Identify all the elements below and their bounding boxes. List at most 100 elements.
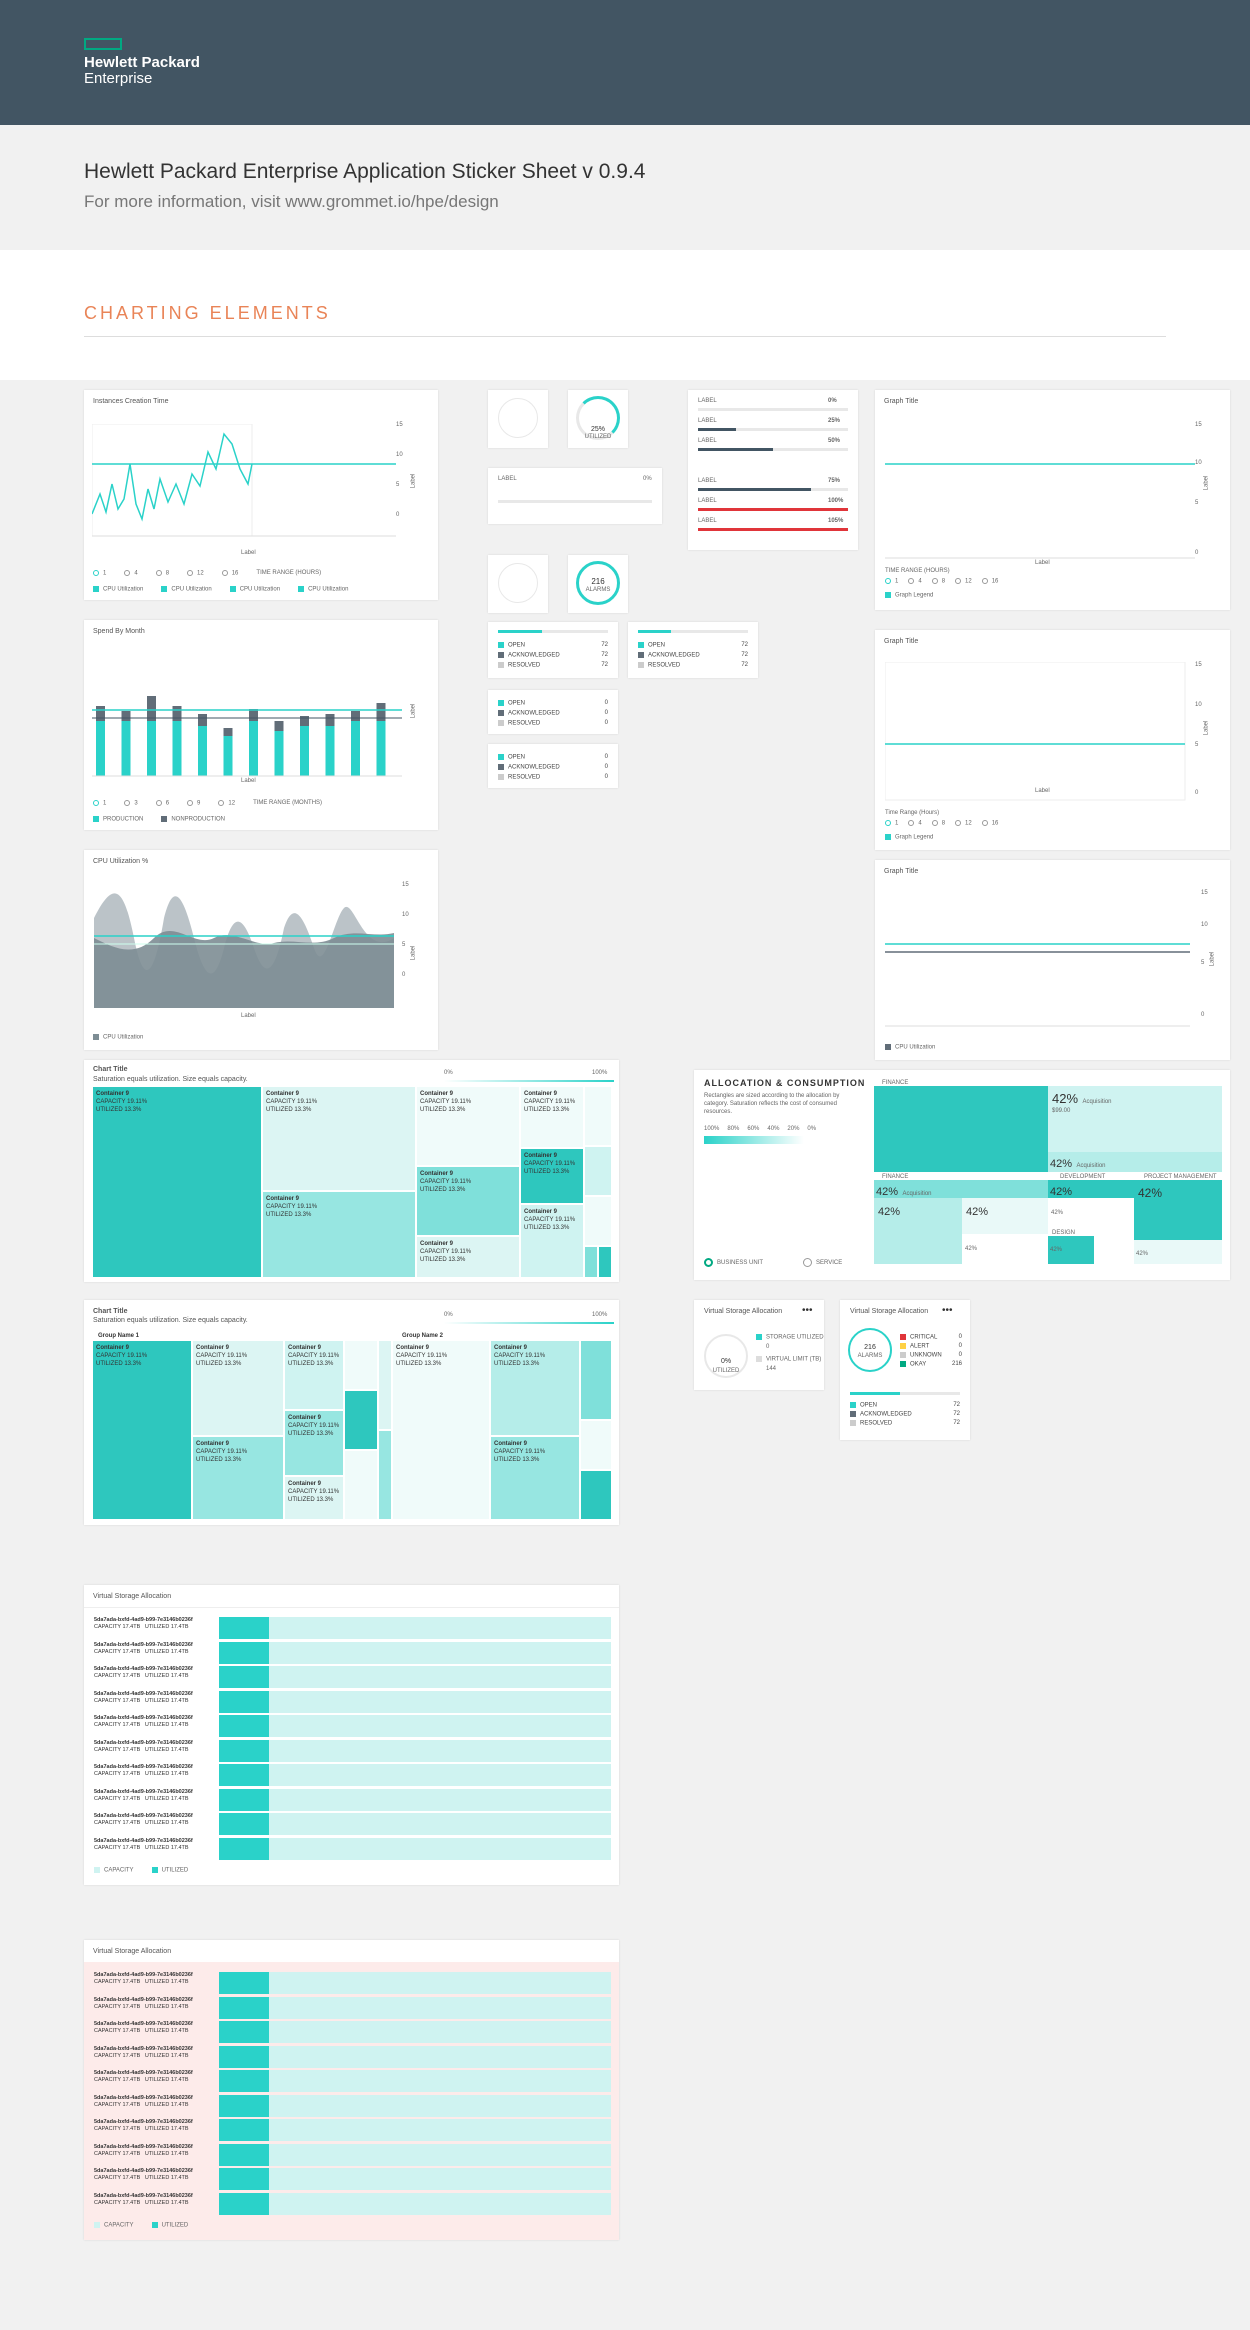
treemap-cell[interactable]: Container 9 CAPACITY 19.11% UTILIZED 13.3% (520, 1148, 584, 1204)
list-item[interactable]: 5da7ada-bxfd-4ad9-b99-7e3146b0236f CAPACI… (94, 1739, 193, 1753)
radio-service[interactable]: SERVICE (803, 1258, 842, 1267)
range-option[interactable]: 4 (908, 820, 922, 827)
list-item[interactable]: 5da7ada-bxfd-4ad9-b99-7e3146b0236f CAPACI… (94, 1972, 193, 1985)
range-option[interactable]: 12 (955, 578, 972, 585)
treemap-cell[interactable] (584, 1196, 612, 1246)
range-option[interactable]: 1 (885, 578, 898, 585)
treemap-cell[interactable]: Container 9 CAPACITY 19.11% UTILIZED 13.3% (284, 1340, 344, 1410)
radio-business-unit[interactable]: BUSINESS UNIT (704, 1258, 763, 1267)
status-row[interactable]: ACKNOWLEDGED 72 (498, 652, 608, 659)
list-item[interactable]: 5da7ada-bxfd-4ad9-b99-7e3146b0236f CAPACI… (94, 1617, 193, 1630)
range-option[interactable]: 8 (931, 578, 945, 585)
range-option[interactable]: 16 (221, 570, 238, 577)
range-option[interactable]: 12 (218, 800, 235, 807)
list-item[interactable]: 5da7ada-bxfd-4ad9-b99-7e3146b0236f CAPACI… (94, 2070, 193, 2083)
status-row[interactable]: ACKNOWLEDGED 0 (498, 710, 608, 717)
range-option[interactable]: 9 (187, 800, 200, 807)
range-option[interactable]: 12 (187, 570, 204, 577)
status-row[interactable]: ACKNOWLEDGED 72 (638, 652, 748, 659)
treemap-cell[interactable]: Container 9 CAPACITY 19.11% UTILIZED 13.3% (284, 1476, 344, 1520)
list-item[interactable]: 5da7ada-bxfd-4ad9-b99-7e3146b0236f CAPACI… (94, 1715, 193, 1728)
treemap-cell[interactable]: Container 9 CAPACITY 19.11% UTILIZED 13.3% (416, 1166, 520, 1236)
list-item[interactable]: 5da7ada-bxfd-4ad9-b99-7e3146b0236f CAPACI… (94, 2119, 193, 2132)
page-subtitle[interactable]: For more information, visit www.grommet.… (84, 192, 499, 211)
y-tick: 15 (402, 882, 409, 888)
range-option[interactable]: 4 (908, 578, 922, 585)
treemap-cell[interactable]: Container 9 CAPACITY 19.11% UTILIZED 13.3% (520, 1204, 584, 1278)
list-item[interactable]: 5da7ada-bxfd-4ad9-b99-7e3146b0236f CAPACI… (94, 1996, 193, 2010)
treemap-cell[interactable] (584, 1086, 612, 1146)
treemap-cell[interactable] (584, 1146, 612, 1196)
treemap-cell[interactable]: Container 9 CAPACITY 19.11% UTILIZED 13.3% (284, 1410, 344, 1476)
treemap-cell[interactable] (580, 1340, 612, 1420)
range-option[interactable]: 16 (981, 820, 998, 827)
range-option[interactable]: 1 (93, 570, 106, 577)
treemap-cell[interactable]: Container 9 CAPACITY 19.11% UTILIZED 13.3% (490, 1436, 580, 1520)
more-icon[interactable]: ••• (942, 1305, 953, 1316)
scale-min: 0% (444, 1070, 453, 1076)
group-by-radios[interactable]: BUSINESS UNIT SERVICE (704, 1258, 842, 1267)
treemap-cell[interactable] (584, 1246, 598, 1278)
range-option[interactable]: 1 (93, 800, 106, 807)
range-option[interactable]: 4 (124, 570, 138, 577)
treemap-cell[interactable] (344, 1390, 378, 1450)
status-row[interactable]: RESOLVED 0 (498, 774, 608, 781)
list-item[interactable]: 5da7ada-bxfd-4ad9-b99-7e3146b0236f CAPACI… (94, 2143, 193, 2157)
time-range-selector[interactable]: 1 4 8 12 16 (885, 578, 998, 585)
treemap-cell[interactable] (598, 1246, 612, 1278)
treemap-cell[interactable]: Container 9 CAPACITY 19.11% UTILIZED 13.3% (192, 1436, 284, 1520)
treemap-cell[interactable]: Container 9 CAPACITY 19.11% UTILIZED 13.3% (416, 1086, 520, 1166)
range-option[interactable]: 16 (981, 578, 998, 585)
list-item[interactable]: 5da7ada-bxfd-4ad9-b99-7e3146b0236f CAPACI… (94, 2168, 193, 2181)
treemap-cell[interactable]: Container 9 CAPACITY 19.11% UTILIZED 13.3% (490, 1340, 580, 1436)
range-option[interactable]: 1 (885, 820, 898, 827)
time-range-selector[interactable]: 1 4 8 12 16 TIME RANGE (HOURS) (93, 570, 321, 577)
meter-label: LABEL (498, 476, 517, 482)
treemap-cell[interactable]: Container 9 CAPACITY 19.11% UTILIZED 13.3% (192, 1340, 284, 1436)
list-item[interactable]: 5da7ada-bxfd-4ad9-b99-7e3146b0236f CAPACI… (94, 1837, 193, 1851)
list-legend: CAPACITY UTILIZED (94, 2222, 188, 2229)
list-item[interactable]: 5da7ada-bxfd-4ad9-b99-7e3146b0236f CAPACI… (94, 2094, 193, 2108)
treemap-cell[interactable] (580, 1420, 612, 1470)
treemap-cell[interactable] (580, 1470, 612, 1520)
range-option[interactable]: 6 (155, 800, 169, 807)
status-row[interactable]: RESOLVED 0 (498, 720, 608, 727)
treemap-cell[interactable] (378, 1430, 392, 1520)
status-row[interactable]: OPEN 0 (498, 754, 608, 761)
range-option[interactable]: 3 (124, 800, 138, 807)
hpe-logo[interactable]: Hewlett Packard Enterprise (84, 55, 200, 87)
treemap-cell[interactable]: Container 9 CAPACITY 19.11% UTILIZED 13.3% (92, 1086, 262, 1278)
treemap-cell[interactable]: Container 9 CAPACITY 19.11% UTILIZED 13.3% (92, 1340, 192, 1520)
status-row[interactable]: OPEN 72 (498, 642, 608, 649)
treemap-cell[interactable] (344, 1450, 378, 1520)
list-item[interactable]: 5da7ada-bxfd-4ad9-b99-7e3146b0236f CAPACI… (94, 1813, 193, 1826)
more-icon[interactable]: ••• (802, 1305, 813, 1316)
range-option[interactable]: 8 (931, 820, 945, 827)
range-option[interactable]: 8 (155, 570, 169, 577)
status-row[interactable]: ACKNOWLEDGED 0 (498, 764, 608, 771)
list-item[interactable]: 5da7ada-bxfd-4ad9-b99-7e3146b0236f CAPACI… (94, 1666, 193, 1679)
status-row[interactable]: OPEN 72 (638, 642, 748, 649)
treemap-cell[interactable]: Container 9 CAPACITY 19.11% UTILIZED 13.3% (416, 1236, 520, 1278)
treemap-cell[interactable] (344, 1340, 378, 1390)
treemap-cell[interactable]: Container 9 CAPACITY 19.11% UTILIZED 13.3% (520, 1086, 584, 1148)
list-item[interactable]: 5da7ada-bxfd-4ad9-b99-7e3146b0236f CAPACI… (94, 1641, 193, 1655)
list-item[interactable]: 5da7ada-bxfd-4ad9-b99-7e3146b0236f CAPACI… (94, 2192, 193, 2206)
status-row[interactable]: RESOLVED 72 (638, 662, 748, 669)
bar-nonproduction (325, 714, 335, 726)
treemap-cell[interactable]: Container 9 CAPACITY 19.11% UTILIZED 13.3% (392, 1340, 490, 1520)
range-option[interactable]: 12 (955, 820, 972, 827)
treemap-cell[interactable]: Container 9 CAPACITY 19.11% UTILIZED 13.3% (262, 1086, 416, 1191)
list-item[interactable]: 5da7ada-bxfd-4ad9-b99-7e3146b0236f CAPACI… (94, 2021, 193, 2034)
status-row[interactable]: OPEN 0 (498, 700, 608, 707)
list-item[interactable]: 5da7ada-bxfd-4ad9-b99-7e3146b0236f CAPACI… (94, 1764, 193, 1777)
treemap-cell[interactable] (378, 1340, 392, 1430)
list-item[interactable]: 5da7ada-bxfd-4ad9-b99-7e3146b0236f CAPACI… (94, 1788, 193, 1802)
status-row[interactable]: RESOLVED 72 (498, 662, 608, 669)
list-item[interactable]: 5da7ada-bxfd-4ad9-b99-7e3146b0236f CAPACI… (94, 2045, 193, 2059)
graph-plot (885, 662, 1186, 801)
time-range-selector[interactable]: 1 4 8 12 16 (885, 820, 998, 827)
treemap-cell[interactable]: Container 9 CAPACITY 19.11% UTILIZED 13.3% (262, 1191, 416, 1278)
time-range-selector[interactable]: 1 3 6 9 12 TIME RANGE (MONTHS) (93, 800, 322, 807)
list-item[interactable]: 5da7ada-bxfd-4ad9-b99-7e3146b0236f CAPACI… (94, 1690, 193, 1704)
